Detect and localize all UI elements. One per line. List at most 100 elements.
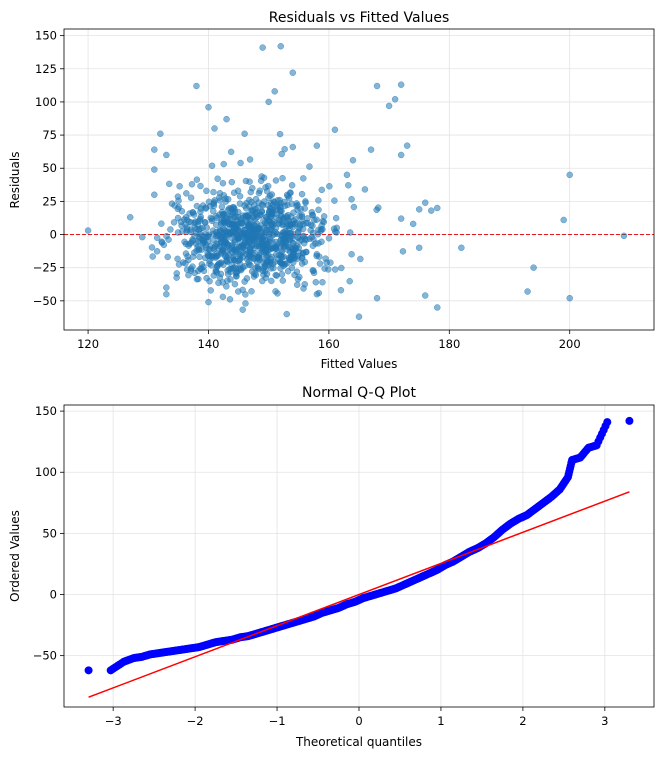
residual-point xyxy=(164,253,171,261)
residual-point xyxy=(304,215,311,222)
residual-point xyxy=(319,217,326,225)
residual-point xyxy=(208,162,216,170)
qq-y-ticks: −50 0 50 100 150 xyxy=(33,404,64,663)
residual-point xyxy=(239,286,246,294)
residual-point xyxy=(253,255,261,262)
residual-point xyxy=(207,287,214,294)
residual-point xyxy=(214,175,221,182)
residual-point xyxy=(284,214,291,221)
residual-point xyxy=(264,202,272,209)
residual-point xyxy=(182,250,190,257)
residual-point xyxy=(205,198,213,206)
residual-point xyxy=(193,176,201,183)
residual-point xyxy=(256,242,263,250)
residual-point xyxy=(327,259,334,266)
residual-point xyxy=(187,194,195,202)
residual-point xyxy=(214,252,221,259)
residual-point xyxy=(245,261,253,268)
residual-point xyxy=(331,197,338,204)
residual-point xyxy=(289,69,297,77)
residual-point xyxy=(255,199,262,206)
residual-point xyxy=(276,196,284,204)
residual-point xyxy=(313,142,321,149)
residual-point xyxy=(373,206,380,214)
residual-point xyxy=(357,255,364,263)
residual-point xyxy=(524,288,531,295)
residual-point xyxy=(224,196,232,203)
residual-point xyxy=(185,242,192,249)
residual-point xyxy=(267,258,274,266)
residual-point xyxy=(251,270,258,278)
x-tick-label: 2 xyxy=(519,714,526,728)
residual-point xyxy=(267,265,275,272)
residual-point xyxy=(203,224,211,231)
residual-point xyxy=(399,248,407,255)
residual-point xyxy=(148,244,156,251)
y-tick-label: 50 xyxy=(42,161,57,175)
residual-point xyxy=(216,274,224,281)
residual-point xyxy=(288,264,296,272)
residual-point xyxy=(235,228,243,235)
residual-point xyxy=(158,220,165,227)
residual-point xyxy=(202,204,210,211)
residual-point xyxy=(183,190,190,197)
residual-point xyxy=(198,261,206,268)
residual-point xyxy=(268,191,276,198)
residual-point xyxy=(290,217,298,225)
residual-point xyxy=(221,229,228,237)
residual-point xyxy=(194,218,202,225)
residual-point xyxy=(210,272,218,279)
residual-point xyxy=(337,286,345,294)
residual-point xyxy=(397,151,405,159)
residual-point xyxy=(259,44,266,51)
residual-point xyxy=(350,203,358,211)
residual-point xyxy=(216,197,224,204)
residual-point xyxy=(171,202,178,209)
residual-point xyxy=(280,262,287,270)
residual-point xyxy=(213,213,220,220)
residual-point xyxy=(151,166,158,173)
residual-point xyxy=(345,182,352,189)
residual-point xyxy=(349,157,357,164)
residual-point xyxy=(306,163,313,170)
residual-point xyxy=(279,277,287,284)
residual-point xyxy=(322,255,329,262)
residual-point xyxy=(300,285,307,292)
residual-point xyxy=(247,220,254,227)
residual-point xyxy=(241,130,248,138)
residual-point xyxy=(313,290,321,298)
residual-point xyxy=(205,298,212,306)
residuals-points xyxy=(84,42,628,320)
x-tick-label: −1 xyxy=(269,714,286,728)
residual-point xyxy=(288,182,296,189)
residual-point xyxy=(331,266,339,273)
residual-point xyxy=(254,226,262,233)
residual-point xyxy=(284,201,291,209)
residual-point xyxy=(291,246,299,253)
residual-point xyxy=(196,234,204,241)
y-tick-label: −50 xyxy=(33,294,57,308)
qq-y-label: Ordered Values xyxy=(8,510,22,602)
residual-point xyxy=(284,231,291,239)
residual-point xyxy=(214,240,221,248)
residual-point xyxy=(310,269,318,277)
qq-x-label: Theoretical quantiles xyxy=(295,735,422,749)
residual-point xyxy=(228,206,236,213)
residuals-title: Residuals vs Fitted Values xyxy=(269,10,450,26)
residual-point xyxy=(149,253,156,260)
residual-point xyxy=(243,205,250,212)
residual-point xyxy=(332,214,340,222)
y-tick-label: 25 xyxy=(42,194,57,208)
residual-point xyxy=(409,220,417,228)
residual-point xyxy=(293,281,301,289)
residual-point xyxy=(165,180,173,188)
residual-point xyxy=(566,171,573,179)
residual-point xyxy=(311,216,318,224)
residual-point xyxy=(301,258,309,266)
residual-point xyxy=(213,232,220,240)
residual-point xyxy=(263,236,270,244)
residual-point xyxy=(236,193,244,200)
residual-point xyxy=(421,199,429,206)
residual-point xyxy=(268,277,275,285)
residual-point xyxy=(226,296,234,303)
